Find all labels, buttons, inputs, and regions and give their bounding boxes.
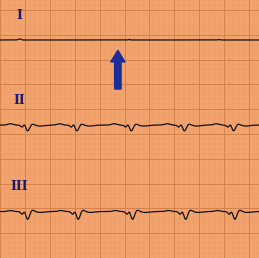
Text: III: III	[11, 181, 28, 194]
Text: II: II	[13, 94, 25, 107]
FancyArrow shape	[111, 50, 125, 89]
Text: I: I	[17, 9, 22, 22]
